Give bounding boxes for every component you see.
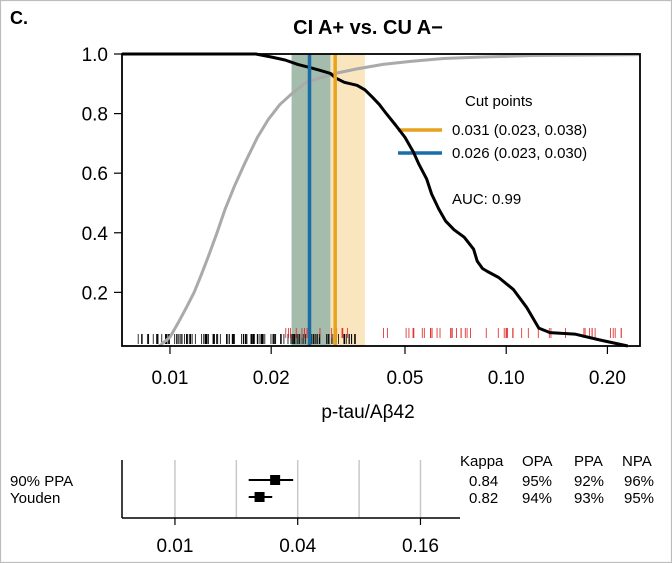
table-header-npa: NPA	[622, 453, 652, 470]
x-tick-label: 0.20	[589, 368, 626, 389]
table-header-kappa: Kappa	[460, 453, 504, 470]
cell-ppa-youden: 93%	[574, 490, 604, 507]
y-tick-label: 1.0	[82, 45, 108, 66]
x-tick-label: 0.05	[386, 368, 423, 389]
cell-opa-youden: 94%	[522, 490, 552, 507]
series-line-1	[158, 53, 641, 348]
roc-cut-plot: 0.2 0.4 0.6 0.8 1.0 0.01 0.02 0.05 0.10 0.20	[82, 45, 641, 389]
cell-ppa-90-ppa: 92%	[574, 473, 604, 490]
x-tick-label: 0.01	[151, 368, 188, 389]
forest-point-2	[254, 492, 265, 502]
row-label-youden: Youden	[10, 490, 60, 507]
x-tick-label: 0.02	[253, 368, 290, 389]
legend-label-cut-2: 0.026 (0.023, 0.030)	[452, 145, 587, 162]
table-header-opa: OPA	[522, 453, 553, 470]
chart-title: CI A+ vs. CU A−	[293, 17, 443, 39]
x-tick-label: 0.10	[488, 368, 525, 389]
series-line-2	[122, 52, 629, 348]
forest-x-tick-label: 0.01	[156, 536, 193, 557]
table-header-ppa: PPA	[574, 453, 603, 470]
plot-frame	[121, 53, 641, 347]
legend-label-cut-1: 0.031 (0.023, 0.038)	[452, 122, 587, 139]
cell-kappa-90-ppa: 0.84	[469, 473, 498, 490]
panel-label: C.	[10, 8, 28, 28]
y-tick-label: 0.2	[82, 283, 108, 304]
auc-annotation: AUC: 0.99	[452, 191, 521, 208]
cell-kappa-youden: 0.82	[469, 490, 498, 507]
cell-npa-youden: 95%	[624, 490, 654, 507]
forest-point-1	[270, 475, 281, 485]
cell-opa-90-ppa: 95%	[522, 473, 552, 490]
legend-title: Cut points	[465, 93, 533, 110]
row-label-90-ppa: 90% PPA	[10, 473, 73, 490]
forest-x-tick-label: 0.04	[279, 536, 316, 557]
y-tick-label: 0.6	[82, 164, 108, 185]
forest-plot: 0.01 0.04 0.16	[121, 460, 460, 557]
y-tick-label: 0.8	[82, 105, 108, 126]
x-axis-label: p-tau/Aβ42	[321, 402, 414, 423]
forest-x-tick-label: 0.16	[402, 536, 439, 557]
cell-npa-90-ppa: 96%	[624, 473, 654, 490]
y-tick-label: 0.4	[82, 224, 109, 245]
